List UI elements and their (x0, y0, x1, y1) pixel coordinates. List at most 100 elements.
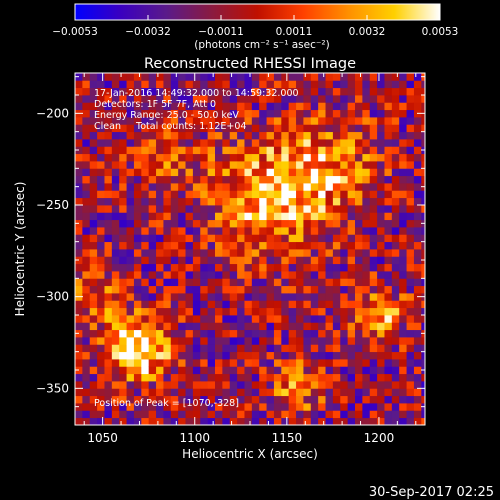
heatmap-cell (259, 80, 267, 89)
heatmap-cell (192, 73, 201, 81)
heatmap-cell (119, 322, 127, 331)
heatmap-cell (281, 80, 290, 89)
heatmap-cell (251, 190, 260, 199)
heatmap-cell (156, 80, 164, 89)
heatmap-cell (259, 337, 267, 345)
heatmap-cell (325, 381, 334, 389)
heatmap-cell (347, 219, 356, 228)
heatmap-cell (141, 73, 150, 81)
heatmap-cell (237, 212, 245, 221)
heatmap-cell (89, 146, 98, 155)
heatmap-cell (185, 322, 194, 331)
heatmap-cell (362, 344, 371, 353)
heatmap-cell (207, 161, 216, 169)
heatmap-cell (185, 278, 194, 287)
heatmap-cell (384, 131, 393, 140)
heatmap-cell (222, 388, 231, 397)
heatmap-cell (244, 256, 253, 265)
heatmap-cell (288, 307, 297, 316)
heatmap-cell (391, 146, 400, 155)
heatmap-cell (318, 263, 326, 272)
heatmap-cell (281, 117, 290, 125)
heatmap-cell (413, 285, 422, 294)
heatmap-cell (259, 300, 267, 309)
heatmap-cell (185, 417, 194, 425)
heatmap-cell (332, 183, 341, 191)
heatmap-cell (89, 344, 98, 353)
heatmap-cell (281, 73, 290, 81)
heatmap-cell (207, 344, 216, 353)
heatmap-cell (325, 102, 334, 111)
heatmap-cell (325, 241, 334, 250)
heatmap-cell (273, 234, 282, 243)
heatmap-cell (215, 80, 223, 89)
heatmap-cell (310, 153, 319, 162)
heatmap-cell (192, 161, 201, 169)
heatmap-cell (133, 212, 142, 221)
heatmap-cell (362, 161, 371, 169)
heatmap-cell (104, 139, 113, 147)
heatmap-cell (215, 337, 223, 345)
heatmap-cell (406, 175, 415, 184)
heatmap-cell (266, 161, 275, 169)
heatmap-cell (170, 351, 179, 360)
heatmap-cell (288, 227, 297, 235)
heatmap-cell (413, 80, 422, 89)
heatmap-cell (229, 307, 238, 316)
heatmap-cell (399, 227, 407, 235)
heatmap-cell (244, 300, 253, 309)
heatmap-cell (362, 139, 371, 147)
heatmap-cell (332, 234, 341, 243)
heatmap-cell (133, 153, 142, 162)
heatmap-cell (156, 373, 164, 382)
heatmap-cell (97, 95, 105, 103)
heatmap-cell (281, 403, 290, 411)
heatmap-cell (170, 329, 179, 338)
heatmap-cell (259, 410, 267, 419)
heatmap-cell (244, 381, 253, 389)
heatmap-cell (111, 351, 120, 360)
heatmap-cell (244, 146, 253, 155)
heatmap-cell (207, 117, 216, 125)
heatmap-cell (229, 329, 238, 338)
heatmap-cell (413, 366, 422, 375)
heatmap-cell (413, 197, 422, 206)
heatmap-cell (104, 146, 113, 155)
heatmap-cell (178, 183, 186, 191)
heatmap-cell (413, 139, 422, 147)
heatmap-cell (104, 95, 113, 103)
heatmap-cell (296, 80, 304, 89)
heatmap-cell (141, 278, 150, 287)
heatmap-cell (266, 271, 275, 279)
heatmap-cell (347, 183, 356, 191)
heatmap-cell (229, 190, 238, 199)
heatmap-cell (303, 337, 312, 345)
heatmap-cell (207, 205, 216, 213)
heatmap-cell (133, 293, 142, 301)
heatmap-cell (281, 344, 290, 353)
heatmap-cell (215, 153, 223, 162)
heatmap-cell (384, 410, 393, 419)
heatmap-cell (347, 87, 356, 96)
heatmap-cell (82, 315, 91, 323)
heatmap-cell (207, 153, 216, 162)
heatmap-cell (399, 263, 407, 272)
heatmap-cell (97, 307, 105, 316)
heatmap-cell (259, 278, 267, 287)
heatmap-cell (141, 263, 150, 272)
heatmap-cell (207, 87, 216, 96)
heatmap-cell (340, 359, 349, 367)
heatmap-cell (332, 359, 341, 367)
heatmap-cell (340, 241, 349, 250)
heatmap-cell (97, 219, 105, 228)
heatmap-cell (421, 80, 425, 89)
heatmap-cell (148, 381, 157, 389)
heatmap-cell (97, 87, 105, 96)
heatmap-cell (310, 212, 319, 221)
heatmap-cell (89, 337, 98, 345)
heatmap-cell (207, 146, 216, 155)
heatmap-cell (222, 212, 231, 221)
heatmap-cell (273, 73, 282, 81)
heatmap-cell (355, 307, 363, 316)
heatmap-cell (377, 315, 385, 323)
